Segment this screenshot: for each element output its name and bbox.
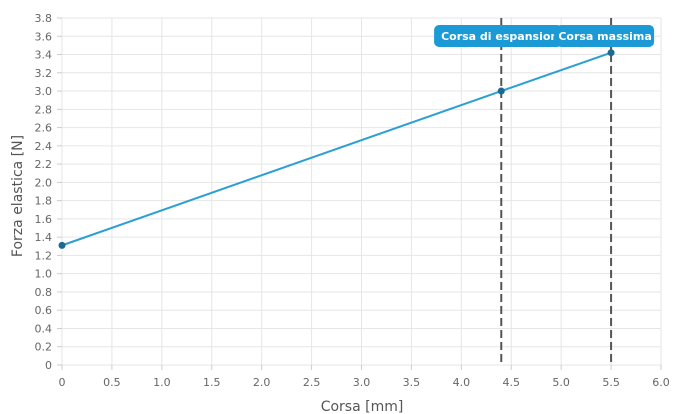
series-line	[61, 51, 612, 247]
y-tick-label: 2.8	[35, 103, 53, 116]
x-tick-label: 1.0	[153, 376, 171, 389]
y-tick-label: 3.8	[35, 12, 53, 25]
grid	[61, 17, 662, 366]
annotation-label: Corsa di espansione	[441, 30, 566, 43]
y-tick-label: 0.6	[35, 304, 53, 317]
y-tick-label: 2.2	[35, 158, 53, 171]
x-axis-title: Corsa [mm]	[321, 399, 404, 414]
y-tick-label: 1.6	[35, 213, 53, 226]
y-tick-label: 3.6	[35, 30, 53, 43]
y-axis-title: Forza elastica [N]	[10, 135, 26, 257]
y-tick-label: 0.2	[35, 341, 53, 354]
x-tick-label: 3.5	[403, 376, 421, 389]
x-tick-label: 5.5	[602, 376, 620, 389]
y-tick-label: 2.0	[35, 176, 53, 189]
series	[58, 49, 615, 249]
y-tick-label: 0.8	[35, 286, 53, 299]
x-tick-label: 1.5	[203, 376, 221, 389]
x-tick-label: 0	[59, 376, 66, 389]
y-tick-label: 3.4	[35, 49, 53, 62]
data-point[interactable]	[58, 241, 66, 249]
y-tick-label: 1.4	[35, 231, 53, 244]
vertical-markers	[500, 18, 613, 365]
y-tick-label: 2.4	[35, 140, 53, 153]
x-tick-label: 2.0	[253, 376, 271, 389]
x-tick-label: 4.0	[453, 376, 471, 389]
y-tick-label: 2.6	[35, 122, 53, 135]
annotation-label: Corsa massima	[558, 30, 652, 43]
data-point[interactable]	[607, 49, 615, 57]
x-tick-label: 4.5	[503, 376, 521, 389]
y-tick-label: 3.0	[35, 85, 53, 98]
y-axis-ticks: 0 0.2 0.4 0.6 0.8 1.0 1.2 1.4 1.6 1.8 2.0 2.2 2.4 2.6…	[35, 12, 62, 372]
data-point[interactable]	[497, 87, 505, 95]
y-tick-label: 0	[45, 359, 52, 372]
y-tick-label: 0.4	[35, 322, 53, 335]
x-tick-label: 0.5	[103, 376, 121, 389]
x-tick-label: 5.0	[552, 376, 570, 389]
annotation-box	[434, 25, 563, 47]
annotation-box	[556, 25, 655, 47]
y-tick-label: 1.2	[35, 249, 53, 262]
x-tick-label: 6.0	[652, 376, 670, 389]
y-tick-label: 3.2	[35, 67, 53, 80]
x-axis-ticks: 0 0.5 1.0 1.5 2.0 2.5 3.0 3.5 4.0 4.5 5.0 5.5 6.0	[59, 365, 670, 389]
x-tick-label: 2.5	[303, 376, 321, 389]
y-tick-label: 1.8	[35, 195, 53, 208]
x-tick-label: 3.0	[353, 376, 371, 389]
y-tick-label: 1.0	[35, 268, 53, 281]
